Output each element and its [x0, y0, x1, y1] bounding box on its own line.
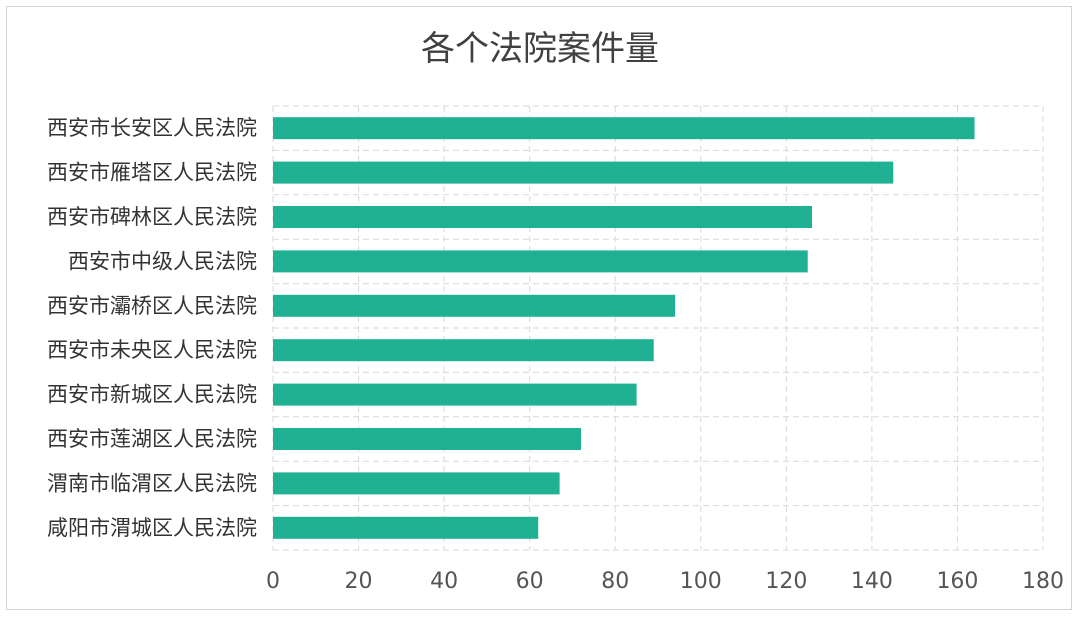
x-tick-label: 40 — [430, 569, 458, 594]
bar — [273, 161, 894, 184]
category-labels: 西安市长安区人民法院西安市雁塔区人民法院西安市碑林区人民法院西安市中级人民法院西… — [47, 116, 257, 540]
bar — [273, 516, 539, 539]
x-tick-label: 0 — [266, 569, 280, 594]
chart-title: 各个法院案件量 — [421, 29, 659, 69]
category-label: 西安市碑林区人民法院 — [47, 205, 257, 229]
x-tick-label: 100 — [680, 569, 722, 594]
category-label: 西安市灞桥区人民法院 — [47, 294, 257, 318]
category-label: 西安市莲湖区人民法院 — [47, 427, 257, 451]
bar — [273, 428, 581, 450]
bar — [273, 294, 676, 317]
bar — [273, 472, 560, 495]
x-tick-label: 60 — [516, 569, 544, 594]
bar — [273, 117, 975, 140]
category-label: 西安市中级人民法院 — [68, 249, 257, 273]
x-tick-label: 180 — [1022, 569, 1064, 594]
category-label: 西安市长安区人民法院 — [47, 116, 257, 140]
bars — [273, 117, 975, 539]
bar — [273, 339, 654, 362]
bar — [273, 383, 637, 406]
category-label: 西安市雁塔区人民法院 — [47, 161, 257, 185]
x-tick-label: 140 — [851, 569, 893, 594]
category-label: 渭南市临渭区人民法院 — [47, 471, 257, 495]
x-tick-label: 20 — [345, 569, 373, 594]
x-axis-ticks: 0 20 40 60 80 100 120 140 160 180 — [266, 569, 1064, 594]
category-label: 西安市新城区人民法院 — [47, 383, 257, 407]
x-tick-label: 80 — [601, 569, 629, 594]
category-label: 西安市未央区人民法院 — [47, 338, 257, 362]
x-tick-label: 160 — [936, 569, 978, 594]
x-tick-label: 120 — [765, 569, 807, 594]
category-label: 咸阳市渭城区人民法院 — [47, 516, 257, 540]
bar — [273, 206, 812, 228]
bar — [273, 250, 808, 273]
